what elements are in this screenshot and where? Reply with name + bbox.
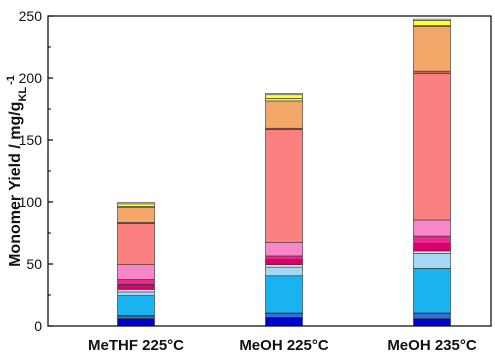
y-tick-label: 150 (19, 132, 43, 148)
bar-segment (117, 203, 155, 207)
bar-segment (413, 313, 451, 319)
bar-segment (117, 289, 155, 293)
bar-segment (265, 259, 303, 265)
bar-segment (117, 315, 155, 319)
bar-segment (265, 313, 303, 318)
bar-segment (265, 93, 303, 96)
bar-segment (117, 223, 155, 265)
bar-segment (117, 318, 155, 327)
bar-segment (117, 264, 155, 280)
bar-segment (117, 295, 155, 316)
bar-segment (265, 266, 303, 277)
bar-segment (117, 279, 155, 285)
bar-segment (413, 318, 451, 327)
x-category-label: MeTHF 225°C (88, 337, 184, 354)
bar-segment (413, 250, 451, 254)
bars-group (117, 18, 451, 327)
y-tick-label: 200 (19, 70, 43, 86)
y-tick-label: 0 (34, 318, 42, 334)
bar-segment (413, 73, 451, 221)
bar-segment (265, 98, 303, 102)
bar-segment (413, 243, 451, 252)
bar-segment (265, 94, 303, 99)
bar-segment (413, 268, 451, 314)
y-tick-label: 100 (19, 194, 43, 210)
bar-segment (265, 317, 303, 327)
bar-segment (117, 207, 155, 223)
bar-segment (265, 129, 303, 243)
y-axis-label: Monomer Yield / mg/gKL-1 (5, 75, 29, 267)
bar-segment (413, 20, 451, 26)
x-category-label: MeOH 235°C (387, 337, 477, 354)
bar-segment (117, 202, 155, 205)
bar-segment (413, 70, 451, 74)
bar-segment (413, 235, 451, 244)
bar-segment (265, 242, 303, 257)
y-tick-label: 50 (26, 256, 42, 272)
y-axis: 0 50 100 150 200 250 (19, 8, 53, 334)
bar-segment (117, 291, 155, 296)
bar-segment (413, 219, 451, 237)
x-axis: MeTHF 225°C MeOH 225°C MeOH 235°C (88, 337, 477, 354)
y-tick-label: 250 (19, 8, 43, 24)
bar-segment (265, 264, 303, 268)
bar-segment (265, 255, 303, 260)
x-category-label: MeOH 225°C (239, 337, 329, 354)
bar-segment (413, 18, 451, 21)
bar-segment (413, 26, 451, 72)
bar-segment (413, 253, 451, 269)
bar-segment (265, 100, 303, 129)
bar-segment (265, 275, 303, 314)
bar-segment (117, 284, 155, 290)
